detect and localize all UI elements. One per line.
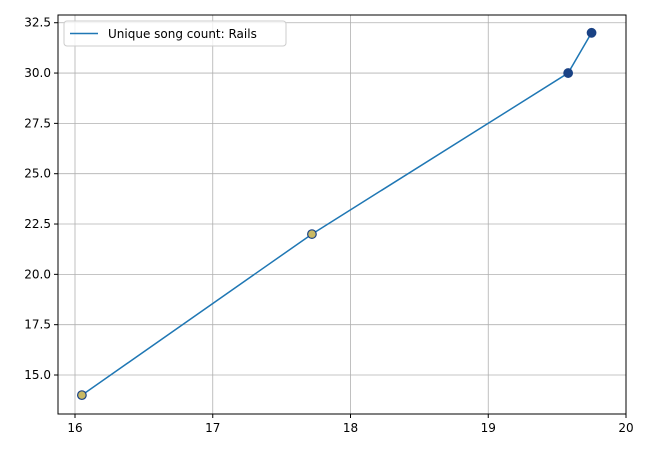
x-tick-label: 20 — [618, 421, 633, 435]
x-tick-label: 19 — [481, 421, 496, 435]
y-tick-label: 17.5 — [24, 318, 51, 332]
y-tick-label: 22.5 — [24, 217, 51, 231]
legend: Unique song count: Rails — [63, 20, 287, 47]
data-point — [76, 390, 87, 401]
data-point — [586, 27, 597, 38]
y-tick-label: 27.5 — [24, 116, 51, 130]
x-tick-label: 17 — [205, 421, 220, 435]
data-point — [307, 229, 317, 239]
x-tick-label: 18 — [343, 421, 358, 435]
series-line — [81, 32, 593, 396]
axis-ticks: 16 17 18 19 20 15.0 17.5 20.0 22.5 25.0 27.5 30.0 32… — [24, 16, 633, 435]
y-tick-label: 32.5 — [24, 16, 51, 30]
y-tick-label: 15.0 — [24, 368, 51, 382]
series-layer — [76, 27, 597, 401]
legend-box — [63, 20, 287, 47]
legend-label: Unique song count: Rails — [108, 27, 257, 41]
plot-frame — [57, 14, 627, 415]
x-tick-label: 16 — [67, 421, 82, 435]
y-tick-label: 20.0 — [24, 267, 51, 281]
y-tick-label: 30.0 — [24, 66, 51, 80]
y-tick-label: 25.0 — [24, 167, 51, 181]
data-point — [563, 68, 574, 78]
